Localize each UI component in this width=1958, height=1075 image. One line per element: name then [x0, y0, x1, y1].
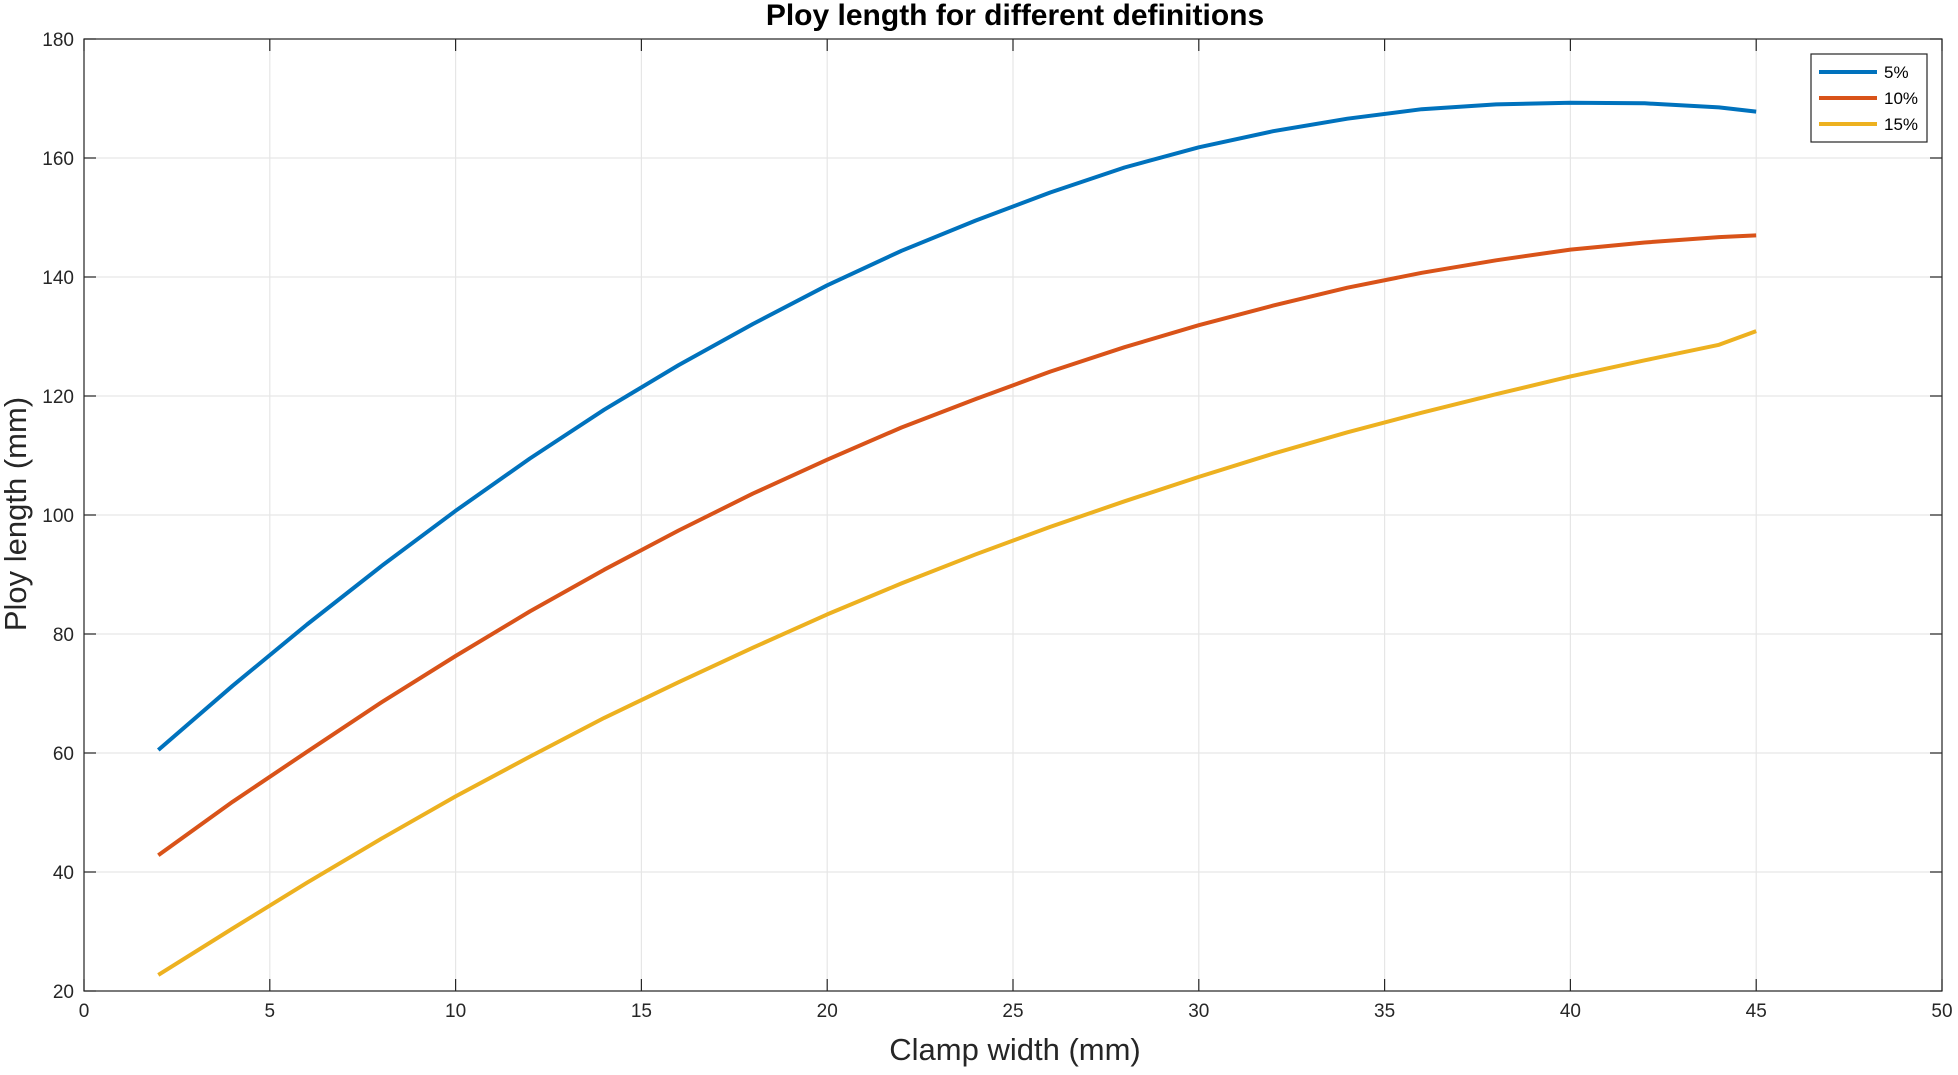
x-tick-label: 35: [1374, 1001, 1395, 1022]
x-tick-label: 25: [1002, 1001, 1023, 1022]
legend-entry-label: 5%: [1884, 63, 1909, 82]
y-tick-label: 80: [53, 625, 74, 646]
y-axis-label: Ploy length (mm): [0, 397, 33, 631]
y-tick-label: 40: [53, 863, 74, 884]
x-tick-label: 20: [817, 1001, 838, 1022]
x-tick-label: 10: [445, 1001, 466, 1022]
series-line-2: [157, 329, 1757, 977]
x-tick-label: 0: [79, 1001, 90, 1022]
chart-title: Ploy length for different definitions: [766, 0, 1264, 32]
x-tick-label: 30: [1188, 1001, 1209, 1022]
series-line-1: [157, 233, 1757, 857]
legend-entry-label: 15%: [1884, 115, 1918, 134]
x-axis-label: Clamp width (mm): [889, 1032, 1140, 1067]
y-tick-label: 140: [42, 268, 74, 289]
axes: [83, 38, 1943, 992]
legend: 5% 10% 15%: [1810, 53, 1928, 143]
y-tick-label: 120: [42, 387, 74, 408]
legend-entry-label: 10%: [1884, 89, 1918, 108]
x-tick-label: 40: [1560, 1001, 1581, 1022]
x-tick-label: 50: [1931, 1001, 1952, 1022]
tick-labels: 0 5 10 15 20 25 30 35 40 45 50 20 40 60 80 100 120 140 160…: [42, 30, 1952, 1022]
x-tick-label: 5: [265, 1001, 276, 1022]
series-lines: [156, 100, 1757, 977]
y-tick-label: 20: [53, 982, 74, 1003]
y-tick-label: 60: [53, 744, 74, 765]
y-tick-label: 160: [42, 149, 74, 170]
y-tick-label: 180: [42, 30, 74, 51]
x-tick-label: 15: [631, 1001, 652, 1022]
series-line-0: [156, 100, 1757, 752]
x-tick-label: 45: [1746, 1001, 1767, 1022]
y-tick-label: 100: [42, 506, 74, 527]
